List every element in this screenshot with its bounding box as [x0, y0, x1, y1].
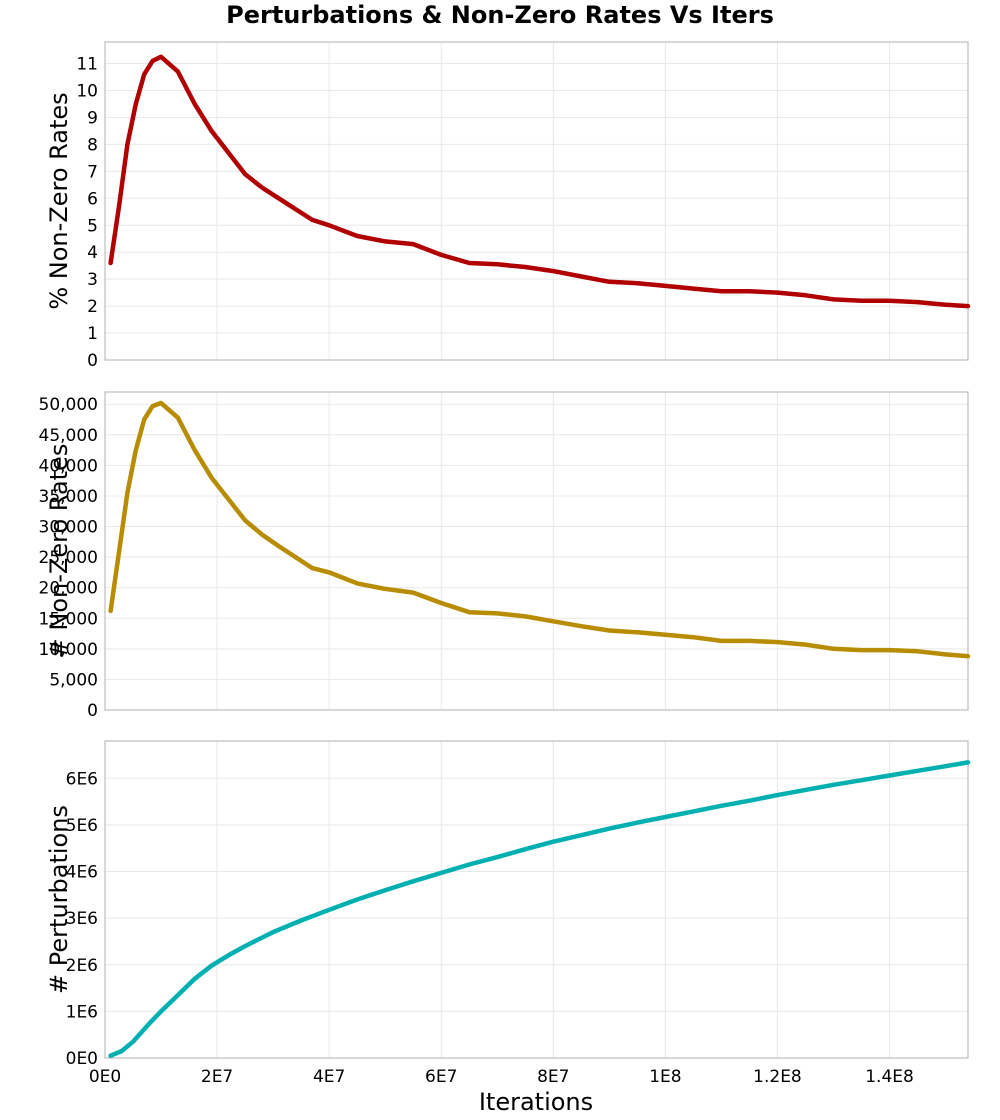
y-tick-label: 0E0: [66, 1049, 98, 1069]
plot-frame: [104, 391, 969, 711]
y-tick-label: 8: [87, 135, 98, 155]
y-tick-label: 7: [87, 162, 98, 182]
y-tick-label: 30,000: [39, 518, 98, 538]
y-tick-label: 10: [76, 82, 98, 102]
x-tick-label: 0E0: [89, 1067, 121, 1087]
y-tick-label: 9: [87, 108, 98, 128]
x-axis-title: Iterations: [479, 1088, 593, 1116]
y-tick-label: 0: [87, 701, 98, 721]
y-tick-label: 50,000: [39, 395, 98, 415]
y-tick-label: 45,000: [39, 426, 98, 446]
y-tick-label: 4E6: [66, 863, 98, 883]
y-axis-title: % Non-Zero Rates: [45, 92, 73, 309]
y-tick-label: 35,000: [39, 487, 98, 507]
series-line-perturbations: [108, 760, 971, 1058]
series-line-pct-nonzero: [108, 54, 971, 309]
panel-perturbations: 0E0 1E6 2E6 3E6 4E6 5E6 6E6 # Perturbations: [45, 740, 971, 1069]
plot-frame: [104, 740, 969, 1059]
y-tick-label: 3: [87, 270, 98, 290]
y-tick-label: 5,000: [49, 670, 98, 690]
y-tick-label: 3E6: [66, 909, 98, 929]
y-tick-label: 0: [87, 351, 98, 371]
x-tick-label: 2E7: [201, 1067, 233, 1087]
y-tick-label: 15,000: [39, 609, 98, 629]
x-tick-label: 6E7: [425, 1067, 457, 1087]
plot-frame: [104, 41, 969, 361]
y-tick-label: 6E6: [66, 769, 98, 789]
x-tick-label: 4E7: [313, 1067, 345, 1087]
chart-panels: 0 1 2 3 4 5 6 7 8 9 10 11% Non-Zero Rates 0 5,000 10,0…: [39, 41, 971, 1087]
y-tick-label: 1: [87, 324, 98, 344]
y-tick-label: 25,000: [39, 548, 98, 568]
y-tick-label: 5E6: [66, 816, 98, 836]
y-tick-label: 11: [76, 55, 98, 75]
y-tick-label: 2E6: [66, 956, 98, 976]
panel-pct-nonzero: 0 1 2 3 4 5 6 7 8 9 10 11% Non-Zero Rates: [45, 41, 971, 371]
y-tick-label: 1E6: [66, 1002, 98, 1022]
x-tick-label: 1.2E8: [753, 1067, 802, 1087]
y-tick-label: 2: [87, 297, 98, 317]
x-tick-label: 8E7: [537, 1067, 569, 1087]
panel-count-nonzero: 0 5,000 10,000 15,000 20,000 25,000 30,000 35,0…: [39, 391, 971, 721]
y-tick-label: 20,000: [39, 579, 98, 599]
x-axis: 0E0 2E7 4E7 6E7 8E7 1E8 1.2E8 1.4E8: [89, 1067, 914, 1087]
y-tick-label: 4: [87, 243, 98, 263]
y-tick-label: 10,000: [39, 640, 98, 660]
y-axis-title: # Perturbations: [45, 805, 73, 994]
series-line-count-nonzero: [108, 400, 971, 659]
x-tick-label: 1.4E8: [865, 1067, 914, 1087]
y-axis-title: # Non-Zero Rates: [45, 444, 73, 659]
x-tick-label: 1E8: [649, 1067, 681, 1087]
y-tick-label: 40,000: [39, 456, 98, 476]
chart-title: Perturbations & Non-Zero Rates Vs Iters: [226, 1, 774, 29]
y-tick-label: 6: [87, 189, 98, 209]
y-tick-label: 5: [87, 216, 98, 236]
